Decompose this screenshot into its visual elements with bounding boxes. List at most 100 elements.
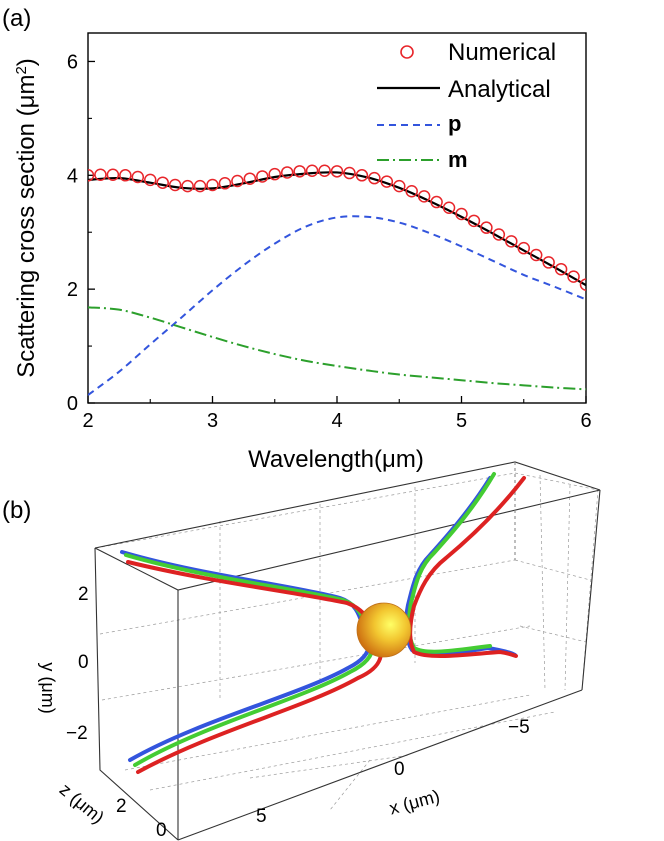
x-tick-label: 5 bbox=[456, 410, 467, 432]
x-tick-label: 3 bbox=[207, 410, 218, 432]
numerical-point bbox=[492, 228, 506, 241]
legend-numerical-marker bbox=[400, 45, 414, 59]
numerical-point bbox=[243, 172, 257, 185]
legend-p-label: p bbox=[448, 111, 461, 136]
numerical-point bbox=[119, 169, 132, 182]
grid-floor-3 bbox=[249, 754, 411, 779]
numerical-point bbox=[305, 164, 319, 178]
numerical-point bbox=[417, 190, 431, 203]
series-numerical-points bbox=[88, 164, 586, 291]
numerical-point bbox=[318, 164, 331, 178]
b-x-axis-title: x (μm) bbox=[387, 786, 442, 819]
box-left-edge bbox=[94, 547, 179, 841]
b-xtick-neg5: −5 bbox=[508, 717, 530, 738]
grid-side-3 bbox=[564, 484, 571, 691]
grid-lines bbox=[95, 472, 599, 811]
x-tick-label: 2 bbox=[82, 410, 93, 432]
y-axis-title: Scattering cross section (μm2) bbox=[13, 58, 40, 378]
legend-analytical-label: Analytical bbox=[448, 76, 551, 103]
numerical-point bbox=[181, 179, 194, 193]
y-tick-label: 6 bbox=[67, 51, 78, 73]
numerical-point bbox=[567, 270, 580, 283]
numerical-point bbox=[442, 201, 456, 215]
numerical-point bbox=[256, 170, 269, 183]
numerical-point bbox=[380, 175, 394, 188]
y-tick-label: 4 bbox=[67, 165, 78, 187]
y-axis-title-sup: 2 bbox=[13, 66, 30, 74]
grid-side-h1 bbox=[514, 559, 591, 581]
numerical-point bbox=[505, 235, 518, 248]
numerical-point bbox=[480, 221, 493, 234]
numerical-point bbox=[355, 169, 369, 182]
box-bottom bbox=[177, 689, 583, 841]
numerical-point bbox=[280, 166, 294, 179]
numerical-point bbox=[579, 278, 586, 291]
y-axis-title-main: Scattering cross section (μm bbox=[13, 75, 40, 378]
series-analytical-line bbox=[88, 171, 586, 287]
numerical-point bbox=[168, 178, 182, 192]
b-ztick-0: 0 bbox=[156, 820, 167, 841]
traj-red-right bbox=[408, 476, 526, 659]
legend-m-label: m bbox=[448, 147, 468, 172]
b-ytick-0: 0 bbox=[78, 652, 89, 673]
y-axis-ticks: 0 2 4 6 bbox=[67, 51, 95, 415]
grid-back-h3 bbox=[101, 625, 531, 701]
b-xtick-0: 0 bbox=[394, 759, 405, 780]
panel-b: (b) bbox=[2, 461, 601, 841]
panel-a-label: (a) bbox=[2, 5, 31, 32]
box-front-top bbox=[94, 489, 601, 591]
series-p-line bbox=[88, 215, 586, 396]
legend-numerical-label: Numerical bbox=[448, 39, 556, 66]
numerical-point bbox=[517, 241, 530, 255]
y-tick-label: 2 bbox=[67, 279, 78, 301]
numerical-point bbox=[144, 173, 157, 187]
grid-floor-4 bbox=[329, 759, 371, 811]
numerical-point bbox=[343, 166, 356, 180]
numerical-point bbox=[542, 256, 555, 269]
numerical-point bbox=[94, 168, 107, 181]
numerical-point bbox=[330, 165, 344, 178]
numerical-point bbox=[231, 174, 244, 188]
x-tick-label: 6 bbox=[580, 410, 591, 432]
b-ytick-2: 2 bbox=[78, 584, 89, 605]
numerical-point bbox=[206, 178, 219, 192]
numerical-point bbox=[131, 170, 145, 184]
trajectories bbox=[120, 472, 526, 774]
grid-side-1 bbox=[514, 472, 599, 691]
numerical-point bbox=[88, 169, 95, 182]
panel-a: (a) 2 3 4 5 6 0 2 4 6 Scattering cross section … bbox=[2, 5, 592, 473]
numerical-point bbox=[268, 167, 281, 181]
grid-side-h2 bbox=[519, 625, 587, 643]
numerical-point bbox=[156, 176, 169, 189]
numerical-point bbox=[393, 179, 406, 193]
b-ytick-neg2: −2 bbox=[66, 723, 88, 744]
numerical-point bbox=[529, 248, 543, 262]
x-axis-title: Wavelength(μm) bbox=[248, 446, 424, 473]
y-tick-label: 0 bbox=[67, 393, 78, 415]
numerical-point bbox=[218, 177, 232, 190]
numerical-point bbox=[106, 168, 120, 181]
particle-sphere bbox=[356, 602, 412, 658]
grid-side-2 bbox=[539, 474, 546, 691]
b-xtick-5: 5 bbox=[256, 806, 267, 827]
grid-back-h1 bbox=[95, 472, 516, 549]
numerical-point bbox=[467, 214, 481, 228]
series-m-line bbox=[88, 306, 586, 391]
box-back-top bbox=[94, 461, 601, 549]
numerical-point bbox=[193, 179, 207, 193]
numerical-point bbox=[368, 171, 381, 185]
b-ztick-2: 2 bbox=[116, 796, 127, 817]
box-front-right bbox=[581, 489, 601, 691]
numerical-point bbox=[430, 195, 443, 209]
numerical-point bbox=[405, 184, 418, 198]
grid-floor-1 bbox=[124, 694, 531, 771]
x-axis-ticks: 2 3 4 5 6 bbox=[82, 396, 592, 432]
numerical-point bbox=[554, 262, 568, 276]
b-z-axis-title: z (μm) bbox=[56, 779, 108, 827]
y-axis-title-end: ) bbox=[13, 58, 40, 66]
b-y-axis-title: y (μm) bbox=[38, 662, 58, 713]
numerical-point bbox=[293, 165, 306, 178]
numerical-point bbox=[455, 207, 468, 221]
legend: Numerical Analytical p m bbox=[377, 39, 556, 172]
